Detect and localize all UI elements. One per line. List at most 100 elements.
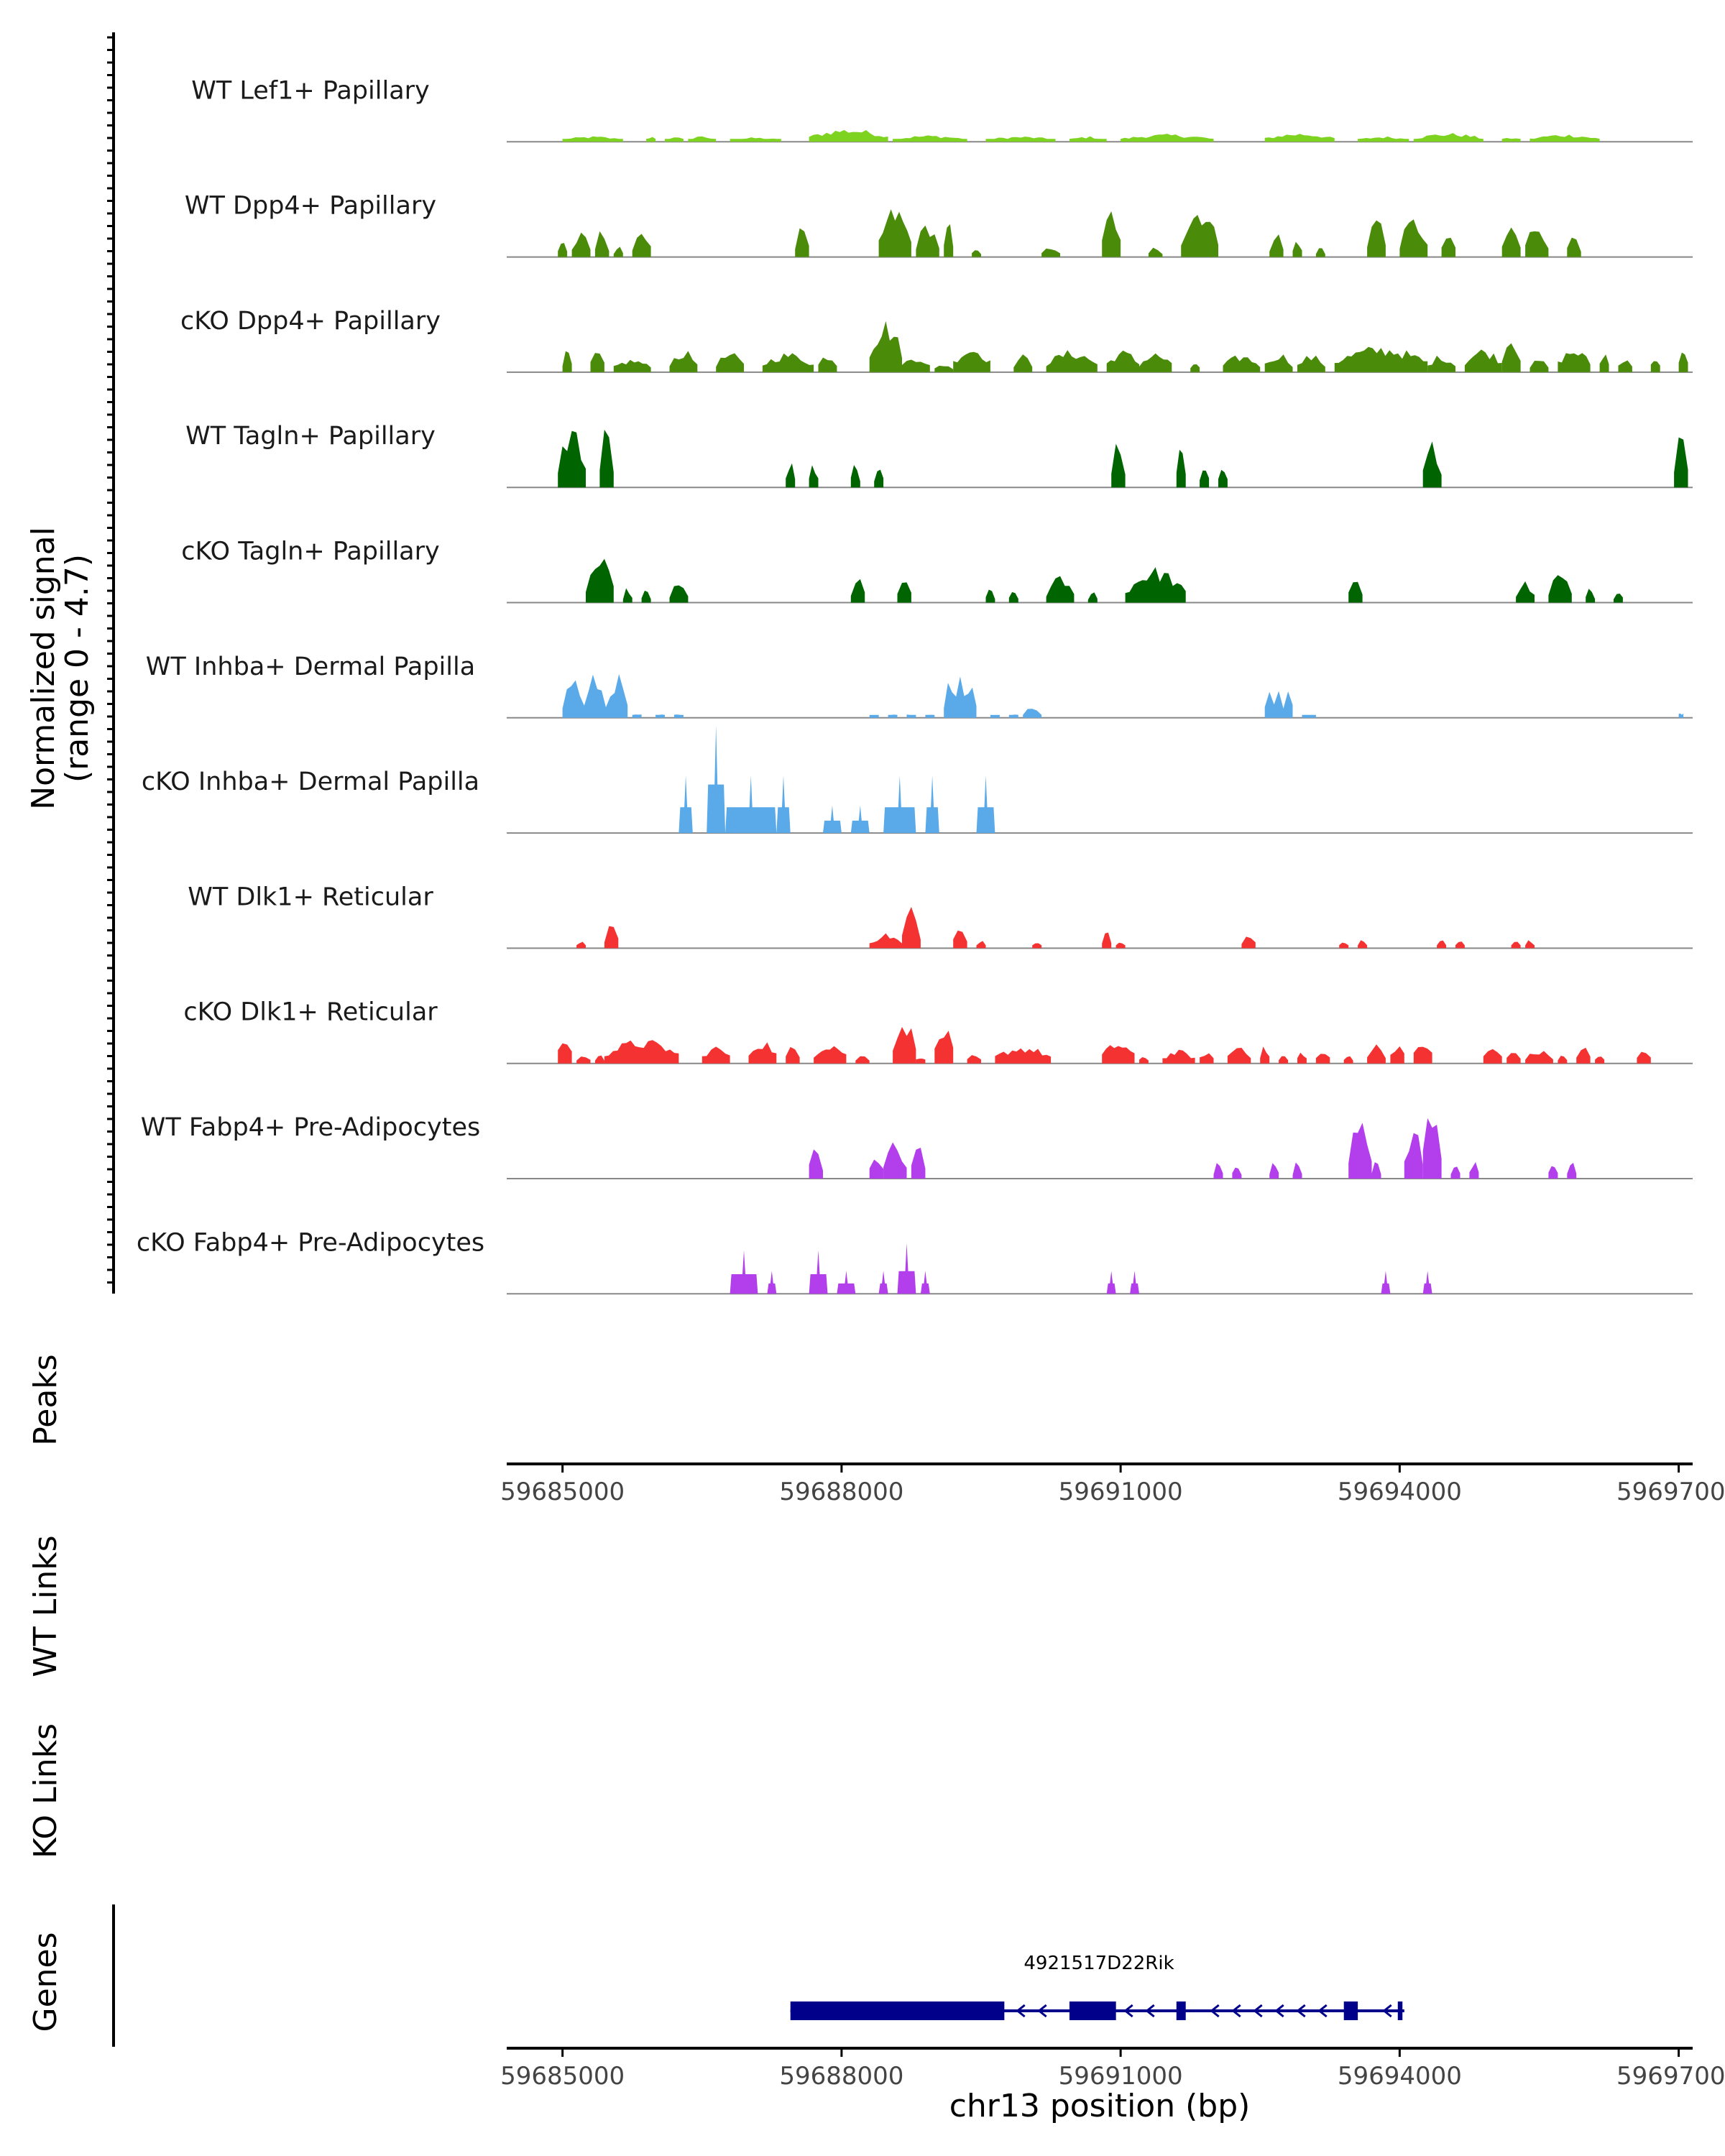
strand-chevron xyxy=(1231,2004,1241,2018)
coverage-peak xyxy=(855,1056,870,1064)
gene-exon xyxy=(1176,2001,1186,2020)
coverage-peak xyxy=(1260,1046,1270,1064)
coverage-peak xyxy=(594,1055,604,1064)
coverage-peak xyxy=(1297,355,1325,372)
coverage-peak xyxy=(716,353,744,372)
strand-chevron xyxy=(1145,2004,1155,2018)
coverage-peak xyxy=(976,941,986,949)
coverage-peak xyxy=(1148,247,1163,257)
coverage-peak xyxy=(669,585,689,603)
coverage-peak xyxy=(1111,443,1126,488)
coverage-peak xyxy=(586,558,614,603)
x-tick-label: 59697000 xyxy=(1616,1478,1725,1506)
coverage-peak xyxy=(678,775,693,834)
coverage-peak xyxy=(1046,576,1075,603)
coverage-peak xyxy=(1511,941,1521,949)
coverage-peak xyxy=(1576,1047,1591,1064)
coverage-peak xyxy=(1279,1056,1289,1064)
coverage-peak xyxy=(902,359,930,372)
x-axis-bottom-ticks: 59685000 59688000 59691000 59694000 59697000 xyxy=(500,2048,1725,2091)
track-label: cKO Fabp4+ Pre-Adipocytes xyxy=(137,1228,484,1257)
coverage-peak xyxy=(1008,591,1018,603)
coverage-peak xyxy=(641,590,651,603)
coverage-peak xyxy=(1087,592,1098,603)
coverage-peak xyxy=(1139,1057,1149,1064)
track-labels: WT Lef1+ Papillary WT Dpp4+ Papillary cKO … xyxy=(137,76,484,1257)
coverage-peak xyxy=(1264,691,1293,718)
coverage-peak xyxy=(1130,1271,1139,1294)
coverage-peak xyxy=(767,1271,777,1294)
coverage-peak xyxy=(632,714,642,718)
coverage-peak xyxy=(1404,1133,1423,1179)
coverage-peak xyxy=(1008,714,1018,718)
coverage-peak xyxy=(576,1056,591,1064)
coverage-peak xyxy=(1525,940,1535,949)
coverage-peak xyxy=(925,775,939,834)
coverage-peak xyxy=(1674,437,1688,488)
x-tick-label: 59685000 xyxy=(500,1478,625,1506)
coverage-peak xyxy=(1041,248,1060,257)
gene-name-label: 4921517D22Rik xyxy=(1024,1953,1174,1974)
coverage-peak xyxy=(1139,353,1172,372)
coverage-peak xyxy=(1637,1051,1651,1064)
coverage-peak xyxy=(1558,353,1591,372)
coverage-peak xyxy=(1241,936,1256,949)
x-tick-label: 59691000 xyxy=(1059,2062,1183,2091)
coverage-peak xyxy=(1200,1053,1214,1064)
coverage-peak xyxy=(1469,1162,1479,1179)
coverage-peak xyxy=(1125,567,1186,603)
coverage-peak xyxy=(809,465,819,488)
coverage-peak xyxy=(976,775,995,834)
x-tick-label: 59691000 xyxy=(1059,1478,1183,1506)
coverage-peak xyxy=(850,805,870,834)
coverage-peak xyxy=(558,1043,572,1064)
track-label: WT Tagln+ Papillary xyxy=(185,422,436,451)
x-axis-title: chr13 position (bp) xyxy=(949,2088,1251,2124)
coverage-peak xyxy=(599,429,614,488)
coverage-peak xyxy=(1501,138,1521,142)
coverage-peak xyxy=(1530,361,1549,372)
track-label: cKO Inhba+ Dermal Papilla xyxy=(142,768,479,796)
coverage-peak xyxy=(622,588,632,603)
x-tick-label: 59685000 xyxy=(500,2062,625,2091)
coverage-peak xyxy=(916,1059,926,1064)
coverage-peak xyxy=(883,775,916,834)
coverage-peak xyxy=(1106,350,1139,372)
coverage-peak xyxy=(1348,581,1363,603)
coverage-peak xyxy=(730,1250,758,1294)
strand-chevron xyxy=(1253,2004,1263,2018)
coverage-peak xyxy=(604,926,619,949)
coverage-peak xyxy=(1102,211,1121,257)
coverage-peak xyxy=(1292,1162,1302,1179)
coverage-peak xyxy=(1367,1044,1386,1064)
coverage-peak xyxy=(786,463,796,488)
strand-chevron xyxy=(1274,2004,1284,2018)
coverage-peak xyxy=(613,247,623,257)
coverage-peak xyxy=(869,714,879,718)
coverage-peak xyxy=(893,135,967,142)
coverage-peak xyxy=(1200,470,1210,488)
track-label: cKO Dlk1+ Reticular xyxy=(183,998,438,1027)
coverage-peak xyxy=(1269,1163,1279,1179)
coverage-peak xyxy=(967,1055,981,1064)
coverage-peak xyxy=(1181,215,1218,257)
coverage-peak xyxy=(1315,1054,1330,1064)
coverage-peak xyxy=(646,137,656,142)
coverage-peak xyxy=(1223,355,1261,372)
coverage-peak xyxy=(920,1271,930,1294)
coverage-peak xyxy=(1264,134,1335,142)
coverage-peak xyxy=(869,933,902,949)
coverage-peak xyxy=(925,714,935,718)
coverage-peak xyxy=(669,351,698,372)
genes-panel-label: Genes xyxy=(27,1932,64,2032)
coverage-peak xyxy=(707,725,726,834)
strand-chevron xyxy=(1296,2004,1306,2018)
coverage-peak xyxy=(953,351,990,372)
coverage-peak xyxy=(1501,227,1521,257)
coverage-peak xyxy=(1567,1163,1577,1179)
x-tick-label: 59697000 xyxy=(1616,2062,1725,2091)
coverage-peak xyxy=(1358,136,1409,142)
coverage-peak xyxy=(571,232,591,257)
coverage-peak xyxy=(1032,943,1042,949)
